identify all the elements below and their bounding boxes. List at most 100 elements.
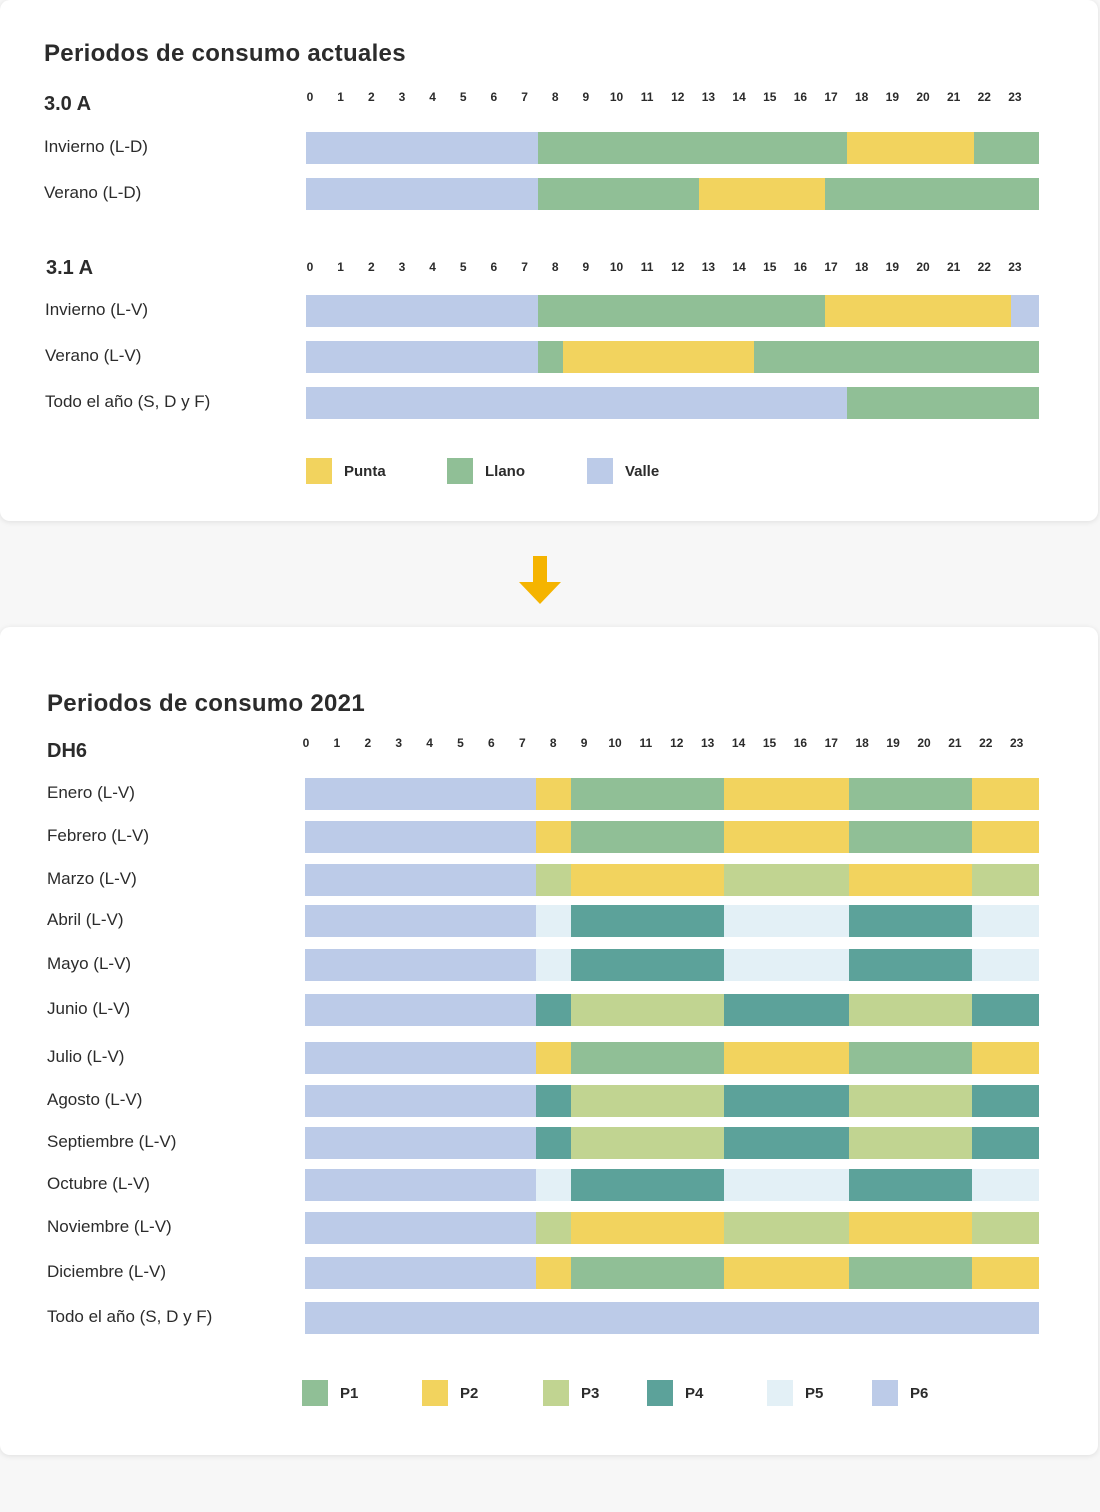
hour-tick-label: 4 — [429, 260, 436, 274]
legend-swatch-p3 — [543, 1380, 569, 1406]
periods-2021-title: Periodos de consumo 2021 — [47, 690, 365, 717]
row-label: Invierno (L-V) — [45, 300, 148, 319]
row-label: Febrero (L-V) — [47, 826, 150, 845]
hour-tick-label: 2 — [364, 736, 372, 750]
bar-segment-p2 — [723, 778, 850, 810]
legend-swatch-p2 — [422, 1380, 448, 1406]
bar-segment-p6 — [305, 1212, 536, 1244]
bar-segment-p3 — [849, 1127, 972, 1159]
bar-segment-p4 — [571, 949, 724, 981]
bar-segment-p6 — [305, 1042, 536, 1074]
row-label: Septiembre (L-V) — [47, 1132, 177, 1151]
hour-tick-label: 17 — [824, 736, 838, 750]
bar-segment-p3 — [535, 1212, 572, 1244]
bar-segment-llano — [754, 341, 1039, 373]
periods-2021-card: Periodos de consumo 2021 DH6 0 1 2 3 4 5 6 7 8 9 10… — [0, 627, 1098, 1455]
hour-tick-label: 23 — [1010, 736, 1024, 750]
bar-segment-p4 — [849, 905, 972, 937]
row-label: Todo el año (S, D y F) — [47, 1307, 213, 1326]
bar-segment-p1 — [571, 778, 724, 810]
bar-segment-p5 — [971, 1169, 1039, 1201]
bar-segment-p1 — [849, 778, 972, 810]
hour-tick-label: 21 — [946, 260, 961, 274]
hour-tick-label: 15 — [763, 260, 777, 274]
bar-segment-punta — [698, 178, 826, 210]
legend-label: Punta — [344, 462, 386, 480]
bar-segment-p3 — [723, 1212, 850, 1244]
bar-segment-p2 — [535, 821, 572, 853]
hour-tick-label: 1 — [333, 736, 341, 750]
legend-label: P6 — [910, 1384, 929, 1402]
hour-tick-label: 3 — [395, 736, 403, 750]
hour-tick-label: 4 — [426, 736, 433, 750]
legend-swatch-p4 — [647, 1380, 673, 1406]
bar-segment-p3 — [971, 1212, 1039, 1244]
hour-tick-label: 18 — [855, 90, 869, 104]
hour-tick-label: 20 — [916, 260, 930, 274]
bar-segment-p2 — [535, 778, 572, 810]
legend-label: Llano — [485, 462, 525, 480]
bar-segment-p6 — [305, 778, 536, 810]
section-title: DH6 — [47, 740, 88, 762]
bar-segment-p2 — [723, 821, 850, 853]
legend-swatch-p1 — [302, 1380, 328, 1406]
bar-segment-p1 — [849, 1042, 972, 1074]
bar-segment-llano — [537, 178, 699, 210]
hour-tick-label: 7 — [521, 260, 528, 274]
bar-segment-p3 — [535, 864, 572, 896]
legend-item-valle: Valle — [587, 458, 659, 484]
hour-tick-label: 15 — [762, 736, 777, 750]
bar-segment-p6 — [305, 949, 536, 981]
hour-tick-label: 16 — [793, 736, 808, 750]
bar-segment-p2 — [535, 1042, 572, 1074]
hour-tick-label: 1 — [337, 90, 344, 104]
hour-tick-label: 16 — [793, 260, 808, 274]
legend-item-p1: P1 — [302, 1380, 358, 1406]
bar-segment-p4 — [723, 1085, 850, 1117]
row-label: Invierno (L-D) — [44, 137, 148, 156]
bar-segment-p4 — [971, 994, 1039, 1026]
section-title: 3.0 A — [44, 93, 92, 115]
bar-segment-p5 — [971, 949, 1039, 981]
hour-tick-label: 11 — [639, 736, 653, 750]
hour-tick-label: 8 — [551, 90, 559, 104]
hour-tick-label: 22 — [979, 736, 993, 750]
bar-segment-p4 — [849, 949, 972, 981]
bar-segment-valle — [306, 132, 538, 164]
bar-segment-p4 — [535, 994, 572, 1026]
legend-swatch-llano — [447, 458, 473, 484]
bar-segment-llano — [847, 387, 1039, 419]
bar-segment-p3 — [971, 864, 1039, 896]
legend-item-p3: P3 — [543, 1380, 599, 1406]
bar-segment-p4 — [535, 1085, 572, 1117]
bar-segment-p2 — [535, 1257, 572, 1289]
bar-segment-p6 — [305, 864, 536, 896]
bar-segment-p3 — [849, 994, 972, 1026]
hour-tick-label: 12 — [670, 736, 684, 750]
bar-segment-p3 — [571, 994, 724, 1026]
row-label: Junio (L-V) — [47, 999, 131, 1018]
hour-tick-label: 14 — [731, 736, 746, 750]
bar-segment-p5 — [535, 905, 572, 937]
hour-tick-label: 14 — [732, 260, 746, 274]
bar-segment-llano — [537, 341, 563, 373]
bar-segment-p1 — [571, 1042, 724, 1074]
bar-segment-p5 — [535, 1169, 572, 1201]
bar-segment-p5 — [723, 905, 850, 937]
row-label: Agosto (L-V) — [47, 1090, 143, 1109]
bar-segment-p1 — [849, 821, 972, 853]
hour-tick-label: 18 — [855, 260, 869, 274]
hour-tick-label: 6 — [490, 90, 498, 104]
hour-tick-label: 1 — [337, 260, 344, 274]
bar-segment-p2 — [849, 864, 972, 896]
row-label: Verano (L-D) — [44, 183, 142, 202]
hour-tick-label: 23 — [1008, 90, 1022, 104]
hour-tick-label: 11 — [640, 90, 654, 104]
hour-tick-label: 4 — [429, 90, 436, 104]
bar-segment-p6 — [305, 1085, 536, 1117]
bar-segment-p4 — [971, 1085, 1039, 1117]
hour-tick-label: 15 — [763, 90, 777, 104]
bar-segment-p6 — [305, 1127, 536, 1159]
hour-tick-label: 9 — [580, 736, 588, 750]
legend-swatch-p5 — [767, 1380, 793, 1406]
